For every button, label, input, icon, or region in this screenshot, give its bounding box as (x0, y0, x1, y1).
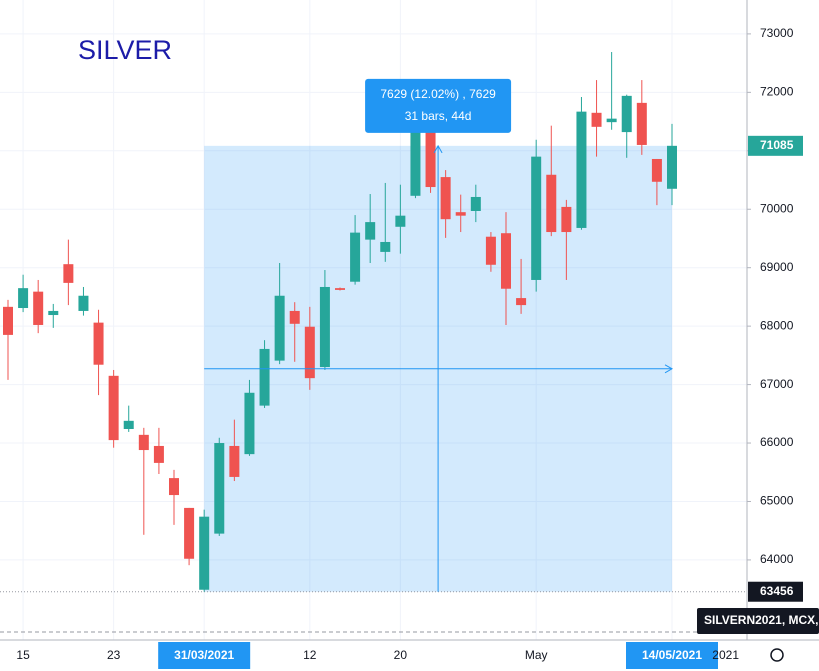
candle-body (244, 392, 255, 455)
candle-body (470, 196, 481, 211)
candle-body (591, 112, 602, 127)
candle-body (636, 102, 647, 145)
x-tick-label: 12 (303, 648, 317, 662)
symbol-tag (697, 608, 819, 634)
candle-body (651, 158, 662, 182)
y-tick-label: 65000 (760, 494, 794, 508)
candle-body (350, 232, 361, 282)
candle-body (153, 445, 164, 463)
range-arrow-up (433, 144, 443, 154)
candle-body (138, 434, 149, 451)
range-tooltip (365, 78, 512, 133)
candle-body (214, 443, 225, 534)
candle-body (48, 310, 59, 316)
candle-body (365, 222, 376, 240)
y-tick-label: 66000 (760, 435, 794, 449)
candle-body (93, 322, 104, 365)
candle-body (576, 111, 587, 228)
candle-body (184, 507, 195, 559)
candle-body (410, 118, 421, 196)
x-axis-year: 2021 (712, 648, 739, 662)
candle-body (169, 478, 179, 496)
candle-body (561, 206, 572, 233)
candle-body (319, 286, 330, 368)
x-tick-label: May (525, 648, 548, 662)
time-label-bg (158, 642, 251, 669)
y-tick-label: 68000 (760, 318, 794, 332)
price-label: 63456 (760, 584, 794, 598)
candle-body (455, 212, 466, 216)
candle-body (123, 420, 134, 430)
candle-body (335, 288, 345, 290)
candle-body (33, 291, 44, 325)
candle-body (289, 310, 300, 324)
y-tick-label: 64000 (760, 552, 794, 566)
x-tick-label: 20 (394, 648, 408, 662)
y-tick-label: 70000 (760, 201, 794, 215)
candle-body (274, 295, 285, 361)
price-axis (747, 0, 819, 640)
candle-body (63, 264, 74, 283)
price-label: 71085 (760, 138, 794, 152)
range-arrow (664, 364, 674, 374)
price-label-bg (748, 135, 803, 156)
candle-body (18, 288, 29, 309)
candle-body (531, 156, 542, 280)
candle-body (108, 375, 119, 441)
y-tick-label: 73000 (760, 26, 794, 40)
y-tick-label: 69000 (760, 260, 794, 274)
candle-body (3, 306, 13, 335)
candle-body (395, 215, 406, 227)
candle-body (199, 516, 210, 590)
range-sub-label: 31 bars, 44d (405, 109, 472, 123)
chart-title: SILVER (78, 35, 172, 65)
symbol-tag-label: SILVERN2021, MCX, (704, 613, 818, 627)
candle-body (304, 326, 315, 379)
candle-body (667, 145, 677, 189)
candle-body (501, 233, 511, 289)
candle-body (516, 298, 527, 306)
settings-icon[interactable] (770, 648, 784, 662)
candle-body (606, 118, 617, 123)
y-tick-label: 67000 (760, 377, 794, 391)
x-tick-label-highlight: 14/05/2021 (642, 648, 702, 662)
range-label: 7629 (12.02%) , 7629 (380, 87, 496, 101)
candle-body (621, 95, 632, 133)
time-label-bg (626, 642, 718, 669)
x-tick-label: 15 (16, 648, 30, 662)
candle-body (229, 445, 240, 477)
y-tick-label: 72000 (760, 85, 794, 99)
candle-body (440, 177, 451, 220)
candle-body (259, 348, 270, 406)
x-tick-label-highlight: 31/03/2021 (174, 648, 234, 662)
candle-body (78, 295, 89, 311)
candle-body (425, 125, 436, 188)
candle-body (485, 236, 496, 265)
x-tick-label: 23 (107, 648, 121, 662)
candle-body (380, 241, 391, 252)
price-label-bg (748, 581, 803, 602)
candle-body (546, 174, 557, 233)
